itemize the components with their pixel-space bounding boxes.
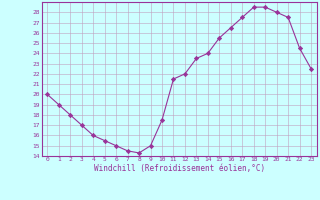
X-axis label: Windchill (Refroidissement éolien,°C): Windchill (Refroidissement éolien,°C) — [94, 164, 265, 173]
